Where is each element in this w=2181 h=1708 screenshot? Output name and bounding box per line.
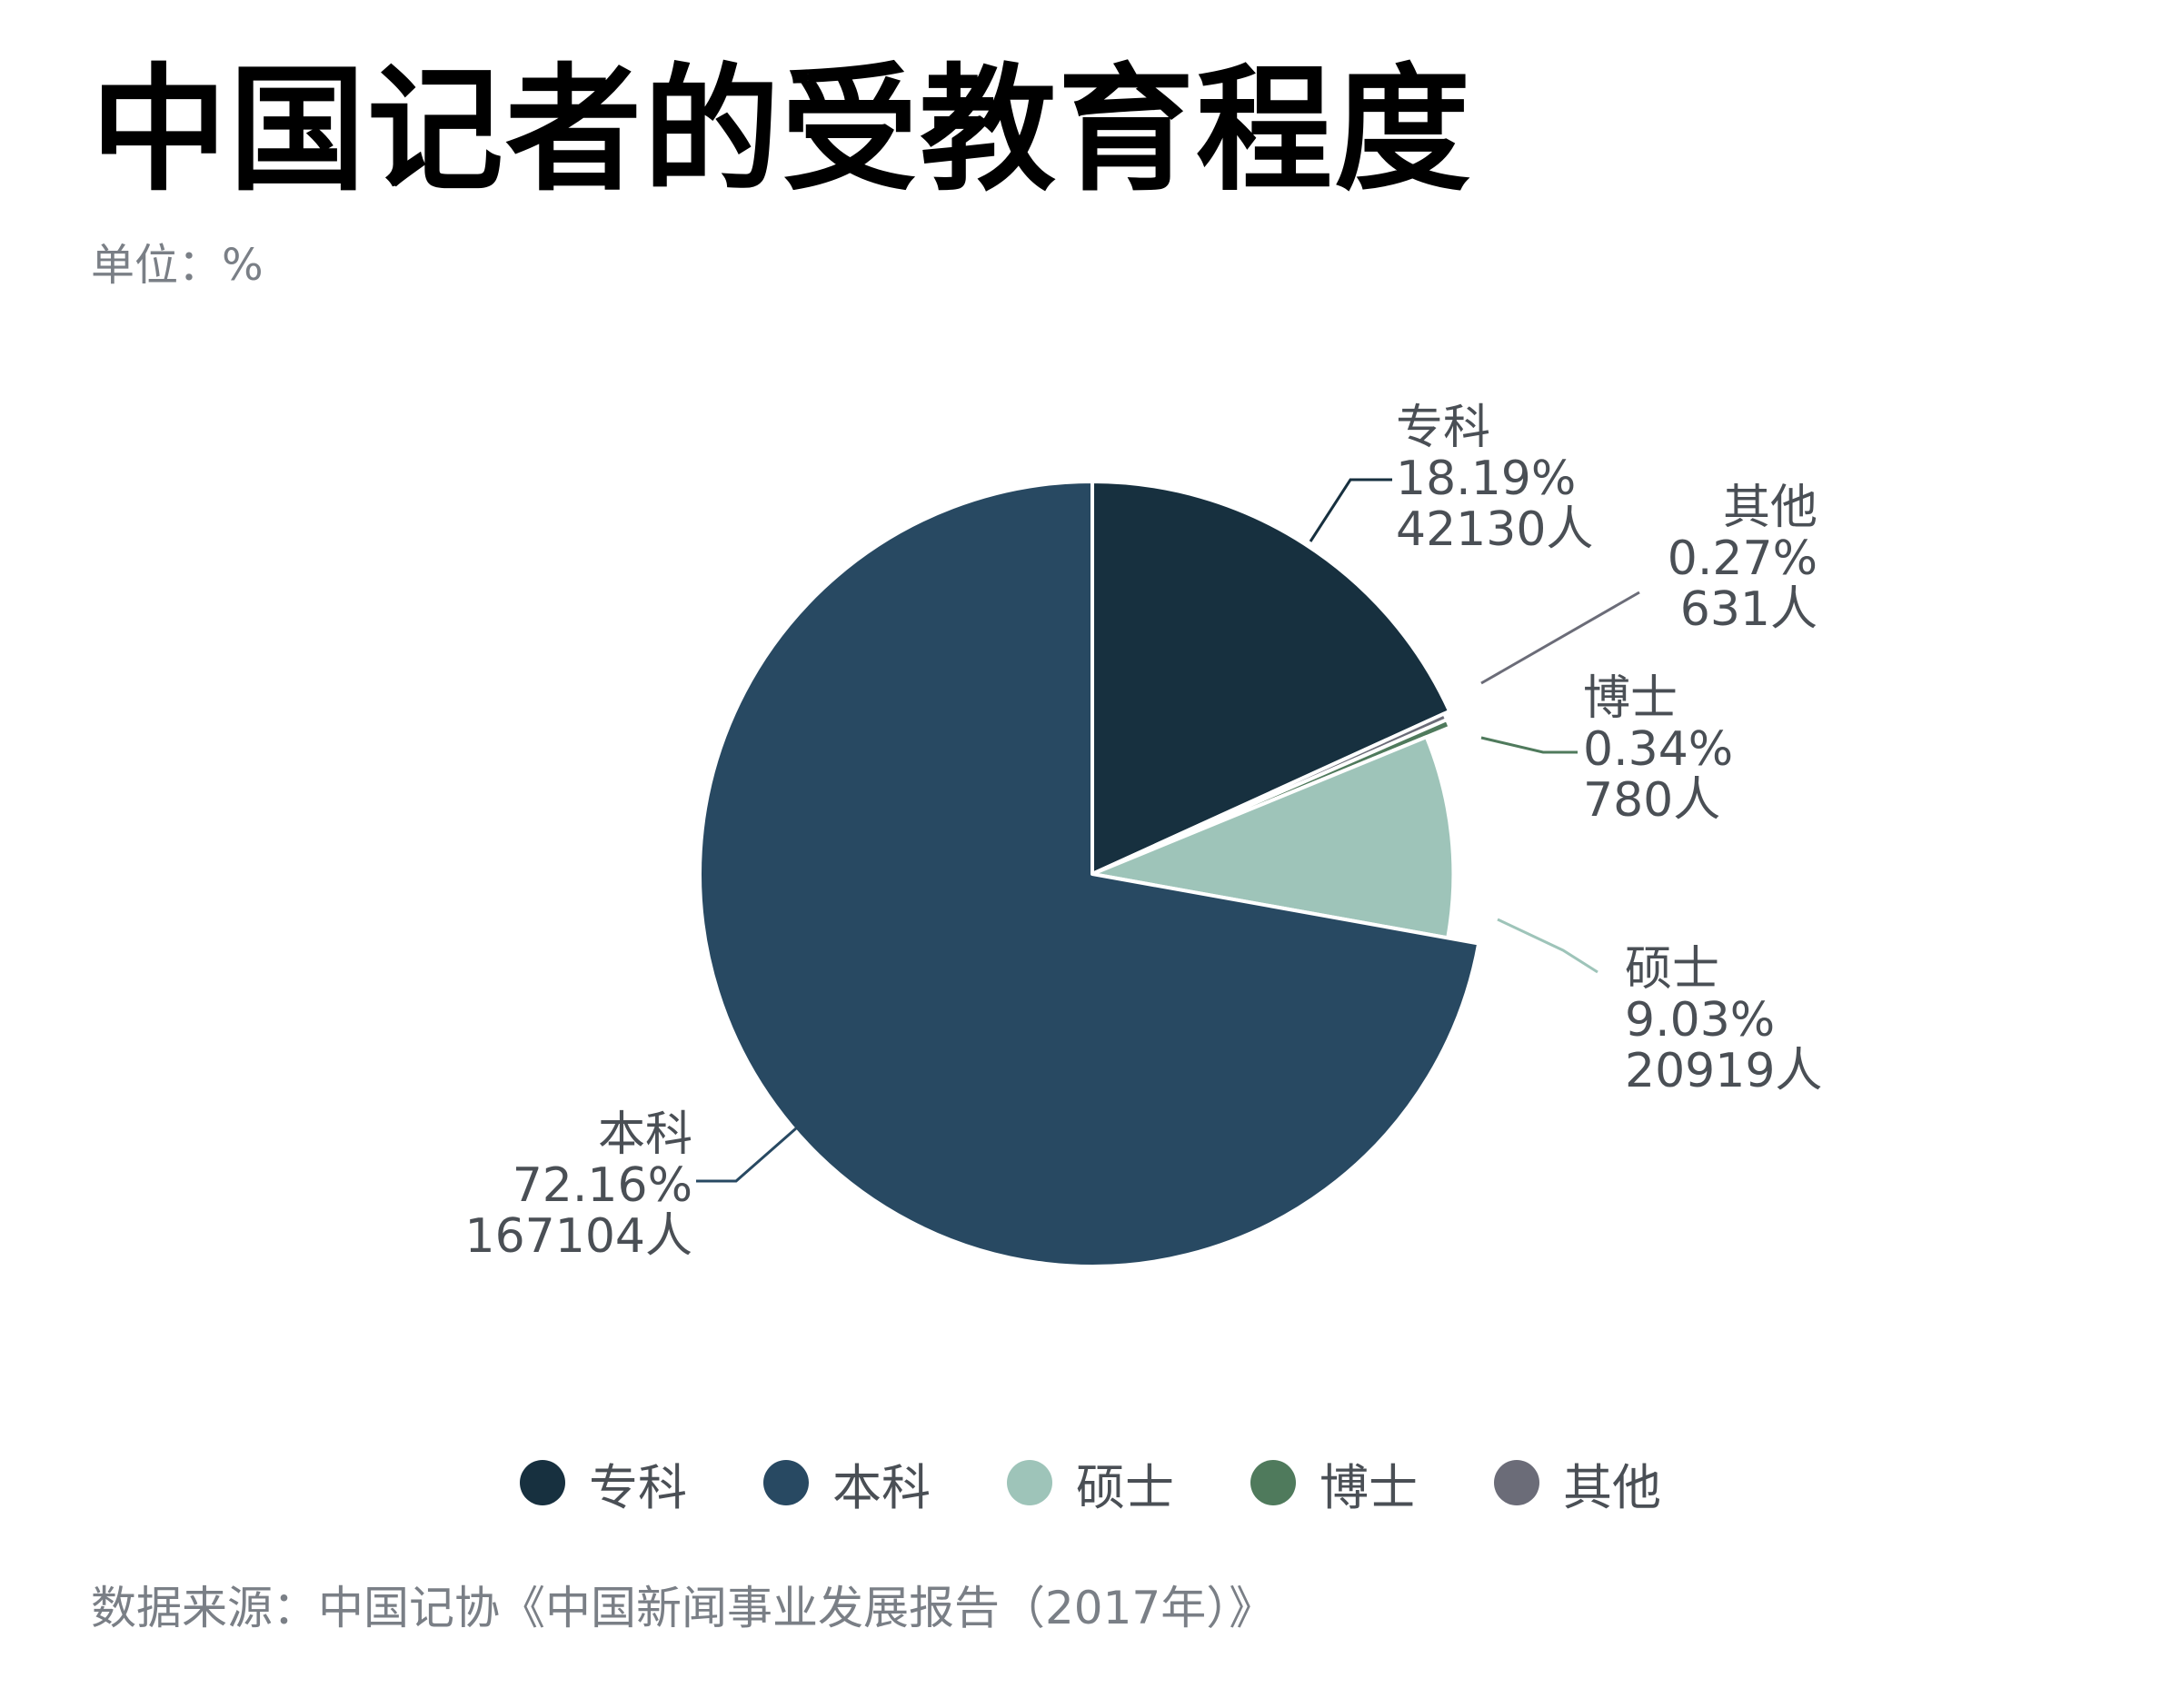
pie-slice[interactable] [1090, 735, 1456, 940]
legend-item-shuoshi[interactable]: 硕士 [1007, 1447, 1174, 1519]
leader-line [1480, 591, 1640, 685]
legend-label: 硕士 [1076, 1458, 1174, 1516]
pie-slice[interactable] [698, 480, 1481, 1268]
source-note: 数据来源：中国记协《中国新闻事业发展报告（2017年）》 [91, 1582, 1275, 1634]
unit-label: 单位：% [91, 240, 264, 291]
legend-item-boshi[interactable]: 博士 [1250, 1447, 1418, 1519]
slice-label: 其他 0.27% 631人 [1668, 481, 1818, 637]
slice-label-percent: 9.03% [1625, 993, 1775, 1048]
slice-label: 博士 0.34% 780人 [1583, 671, 1733, 828]
legend-swatch [763, 1460, 809, 1505]
legend-label: 博士 [1320, 1458, 1418, 1516]
slice-label: 本科 72.16% 167104人 [464, 1107, 692, 1264]
slice-label: 专科 18.19% 42130人 [1396, 401, 1593, 557]
legend-label: 其他 [1563, 1458, 1661, 1516]
chart-title: 中国记者的受教育程度 [91, 52, 1473, 210]
slice-label-percent: 0.34% [1583, 722, 1733, 777]
legend-item-zhuanke[interactable]: 专科 [520, 1447, 687, 1519]
slice-label-percent: 18.19% [1396, 452, 1576, 506]
slice-label-count: 20919人 [1625, 1044, 1822, 1098]
leader-line [696, 1127, 797, 1183]
legend-item-qita[interactable]: 其他 [1494, 1447, 1661, 1519]
slice-label-percent: 72.16% [513, 1158, 692, 1213]
leader-line [1309, 478, 1392, 542]
legend-item-benke[interactable]: 本科 [763, 1447, 931, 1519]
leader-line [1497, 918, 1598, 974]
slice-label-name: 专科 [1396, 401, 1490, 455]
legend-swatch [1250, 1460, 1296, 1505]
slice-label-count: 631人 [1680, 582, 1818, 637]
slice-label-name: 博士 [1583, 671, 1678, 726]
legend-label: 本科 [832, 1458, 931, 1516]
slice-label-count: 167104人 [464, 1209, 692, 1264]
pie-slices [698, 480, 1481, 1268]
slice-label-name: 硕士 [1625, 942, 1719, 997]
slice-label-count: 780人 [1583, 773, 1720, 828]
legend: 专科 本科 硕士 博士 其他 [0, 1446, 2181, 1519]
legend-swatch [1494, 1460, 1539, 1505]
leader-lines [696, 478, 1640, 1183]
legend-label: 专科 [589, 1458, 687, 1516]
slice-label-name: 本科 [598, 1107, 692, 1162]
legend-swatch [520, 1460, 565, 1505]
slice-label-count: 42130人 [1396, 502, 1593, 557]
leader-line [1480, 736, 1578, 754]
slice-label-percent: 0.27% [1668, 531, 1818, 586]
pie-slice[interactable] [1090, 480, 1452, 876]
slice-label: 硕士 9.03% 20919人 [1625, 942, 1822, 1098]
slice-label-name: 其他 [1723, 481, 1818, 535]
legend-swatch [1007, 1460, 1052, 1505]
